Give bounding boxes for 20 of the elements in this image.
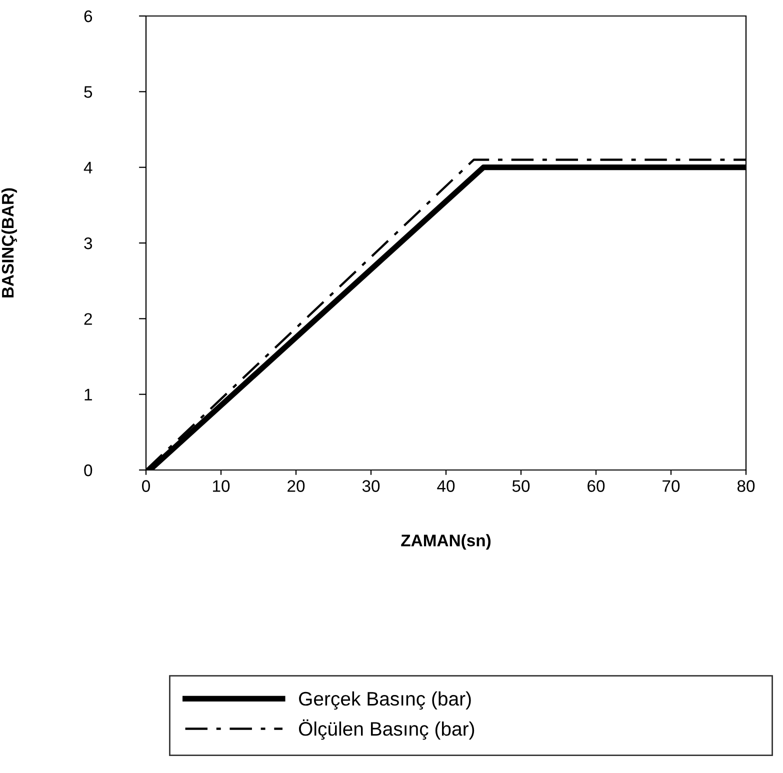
x-tick-label: 10 [213, 480, 230, 492]
legend-label: Gerçek Basınç (bar) [299, 691, 471, 710]
x-tick-label: 0 [142, 480, 150, 492]
y-tick-label: 1 [84, 388, 92, 400]
x-axis-title: ZAMAN(sn) [401, 534, 491, 550]
x-tick-label: 70 [662, 480, 680, 492]
legend-label: Ölçülen Basınç (bar) [298, 719, 474, 740]
y-tick-label: 0 [84, 464, 92, 476]
y-tick-label: 2 [84, 313, 92, 325]
x-tick-label: 60 [588, 480, 605, 492]
x-tick-label: 50 [512, 480, 530, 492]
x-tick-label: 20 [288, 480, 305, 492]
y-tick-label: 4 [84, 162, 92, 174]
y-tick-label: 6 [84, 10, 92, 22]
x-tick-label: 80 [737, 480, 755, 492]
y-tick-label: 3 [84, 237, 92, 250]
x-tick-label: 40 [437, 480, 455, 492]
y-axis-title: BASINÇ(BAR) [1, 188, 17, 298]
y-tick-label: 5 [84, 86, 92, 98]
x-tick-label: 30 [362, 480, 380, 492]
